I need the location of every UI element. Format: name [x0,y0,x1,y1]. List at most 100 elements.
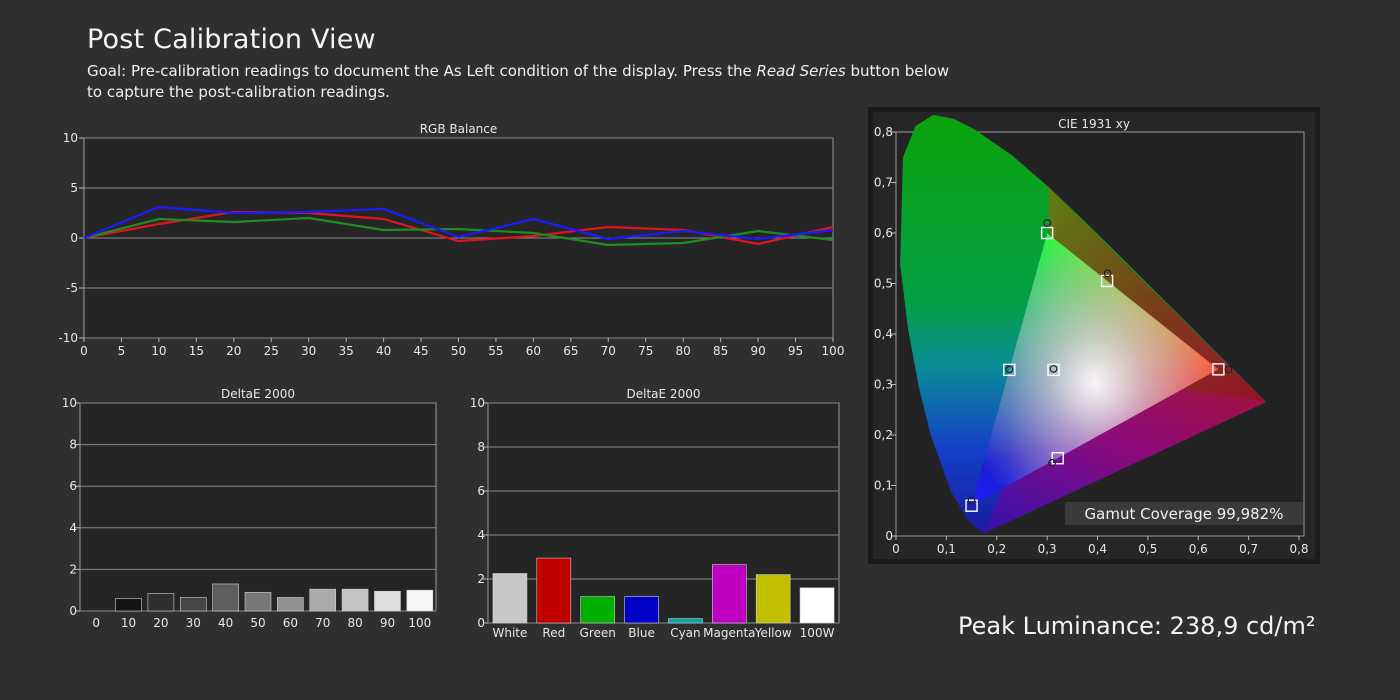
rgb-xtick-label: 0 [80,344,88,358]
cie-ytick-label: 0 [885,529,893,543]
cie-xtick-label: 0,1 [937,542,956,556]
cie-target-marker [1047,363,1060,377]
rgb-xtick-label: 5 [118,344,126,358]
cie-xtick-label: 0,8 [1289,542,1308,556]
deltae-gray-ytick-label: 10 [62,396,77,410]
deltae-gray-bar-100 [406,589,434,612]
cie-xtick-label: 0,5 [1138,542,1157,556]
deltae-color-ytick-label: 2 [477,572,485,586]
rgb-xtick-label: 45 [413,344,428,358]
deltae-gray-bar-70 [309,588,337,612]
deltae-color-category-label: Blue [628,626,655,640]
cie-gamut-triangle-white [971,233,1219,506]
deltae-color-bar-magenta [712,564,747,624]
goal-text-prefix: Goal: Pre-calibration readings to docume… [87,62,757,80]
cie-xtick-label: 0,6 [1189,542,1208,556]
cie-measured-point [1224,365,1233,374]
deltae-gray-ytick-label: 4 [69,521,77,535]
rgb-xtick-label: 100 [822,344,845,358]
deltae-color-bar-yellow [755,574,791,624]
deltae-gray-category-label: 50 [250,616,265,630]
rgb-xtick-label: 20 [226,344,241,358]
deltae-gray-category-label: 100 [408,616,431,630]
deltae-color-ytick-label: 4 [477,528,485,542]
deltae-gray-bar-80 [341,588,369,612]
deltae-gray-category-label: 20 [153,616,168,630]
deltae-color-ytick-label: 10 [470,396,485,410]
cie-measured-point [1048,458,1057,467]
rgb-xtick-label: 40 [376,344,391,358]
cie-ytick-label: 0,3 [874,378,893,392]
cie-ytick-label: 0,5 [874,277,893,291]
rgb-xtick-label: 10 [151,344,166,358]
deltae-color-category-label: White [492,626,527,640]
rgb-xtick-label: 15 [189,344,204,358]
goal-description: Goal: Pre-calibration readings to docume… [87,61,957,102]
rgb-ytick-label: 0 [70,231,78,245]
rgb-series-line-1 [83,216,834,247]
deltae-gray-bar-60 [277,597,304,612]
rgb-ytick-label: 10 [63,131,78,145]
rgb-xtick-label: 25 [264,344,279,358]
deltae-color-category-label: Cyan [670,626,700,640]
deltae-gray-bar-30 [179,597,207,612]
cie-title: CIE 1931 xy [1058,117,1130,131]
cie-xtick-label: 0,4 [1088,542,1107,556]
deltae-gray-category-label: 80 [347,616,362,630]
deltae-gray-bar-40 [212,583,239,612]
cie-target-marker [1040,226,1054,240]
cie-target-marker [1212,363,1225,376]
cie-1931-chart: CIE 1931 xy 0 0,1 0,2 0,3 0,4 0,5 0,6 0,7 0,8 0,8 0… [873,112,1315,559]
rgb-chart-title: RGB Balance [420,122,498,136]
rgb-series-line-2 [83,205,834,241]
cie-measured-point [1049,364,1058,373]
cie-ytick-label: 0,7 [874,176,893,190]
cie-xtick-label: 0,3 [1038,542,1057,556]
deltae-gray-category-label: 60 [283,616,298,630]
deltae-color-category-label: Green [580,626,616,640]
read-series-emphasis: Read Series [756,62,846,80]
deltae-gray-ytick-label: 6 [69,479,77,493]
deltae-gray-bar-50 [244,591,272,612]
rgb-ytick-label: -5 [66,281,78,295]
cie-ytick-label: 0,6 [874,226,893,240]
deltae-color-category-label: Red [542,626,565,640]
deltae-gray-plot-area [79,402,437,612]
deltae-color-category-label: 100W [800,626,835,640]
cie-target-marker [1100,274,1114,288]
deltae-gray-ytick-label: 2 [69,562,77,576]
cie-xtick-label: 0 [892,542,900,556]
goal-text-suffix: button below to capture the post-calibra… [87,62,950,101]
deltae-gray-category-label: 90 [380,616,395,630]
gamut-coverage-label: Gamut Coverage 99,982% [1085,505,1284,523]
deltae-gray-ytick-label: 0 [69,604,77,618]
cie-measured-point [967,496,976,505]
cie-ytick-label: 0,8 [874,125,893,139]
cie-xtick-label: 0,2 [987,542,1006,556]
deltae-gray-bar-90 [374,590,401,612]
rgb-xtick-label: 70 [601,344,616,358]
peak-luminance: Peak Luminance: 238,9 cd/m² [958,612,1316,640]
deltae-color-ytick-label: 8 [477,440,485,454]
deltae-color-bar-green [580,596,615,624]
deltae-color-category-label: Yellow [754,626,792,640]
cie-ytick-label: 0,1 [874,479,893,493]
rgb-ytick-label: 5 [70,181,78,195]
cie-target-marker [965,499,978,512]
rgb-xtick-label: 80 [676,344,691,358]
page-title: Post Calibration View [87,24,376,55]
deltae-gray-category-label: 70 [315,616,330,630]
rgb-xtick-label: 85 [713,344,728,358]
cie-measured-point [1005,365,1014,374]
cie-ytick-label: 0,4 [874,327,893,341]
rgb-xtick-label: 55 [488,344,503,358]
deltae-gray-ytick-label: 8 [69,438,77,452]
deltae-gray-category-label: 40 [218,616,233,630]
deltae-gray-title: DeltaE 2000 [221,387,295,401]
deltae-color-ytick-label: 6 [477,484,485,498]
deltae-color-title: DeltaE 2000 [627,387,701,401]
deltae-color-bar-blue [624,596,659,624]
